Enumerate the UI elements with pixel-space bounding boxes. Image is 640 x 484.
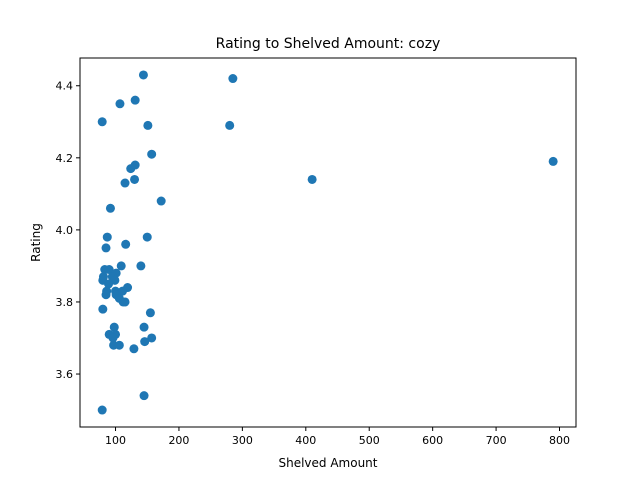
data-point [307, 174, 317, 184]
data-point [139, 391, 149, 401]
x-tick-label: 500 [359, 434, 380, 447]
x-axis-label: Shelved Amount [278, 456, 377, 470]
plot-frame [79, 57, 577, 428]
x-tick-label: 400 [295, 434, 316, 447]
data-point [116, 261, 126, 271]
data-point [145, 308, 155, 318]
data-point [130, 160, 140, 170]
data-point [104, 265, 114, 275]
points-layer [97, 70, 558, 415]
data-point [147, 149, 157, 159]
x-axis: 100 200 300 400 500 600 700 800 [105, 427, 570, 447]
y-tick-label: 4.0 [56, 224, 74, 237]
data-point [130, 95, 140, 105]
x-tick-label: 100 [105, 434, 126, 447]
y-tick-label: 4.4 [56, 80, 74, 93]
data-point [130, 174, 140, 184]
data-point [101, 290, 111, 300]
data-point [142, 232, 152, 242]
data-point [101, 243, 111, 253]
data-point [120, 178, 130, 188]
data-point [225, 120, 235, 130]
data-point [121, 239, 131, 249]
data-point [156, 196, 166, 206]
data-point [98, 304, 108, 314]
data-point [97, 117, 107, 127]
data-point [138, 70, 148, 80]
data-point [109, 322, 119, 332]
data-point [129, 344, 139, 354]
x-tick-label: 200 [168, 434, 189, 447]
data-point [97, 405, 107, 415]
data-point [105, 203, 115, 213]
y-axis-label: Rating [29, 223, 43, 262]
data-point [136, 261, 146, 271]
y-axis: 3.6 3.8 4.0 4.2 4.4 [56, 80, 80, 381]
data-point [102, 232, 112, 242]
data-point [120, 297, 130, 307]
data-point [548, 156, 558, 166]
y-tick-label: 3.6 [56, 368, 74, 381]
y-tick-label: 4.2 [56, 152, 74, 165]
x-tick-label: 800 [549, 434, 570, 447]
data-point [104, 279, 114, 289]
data-point [228, 74, 238, 84]
x-tick-label: 600 [422, 434, 443, 447]
x-tick-label: 300 [232, 434, 253, 447]
data-point [139, 322, 149, 332]
chart-title: Rating to Shelved Amount: cozy [216, 36, 441, 52]
x-tick-label: 700 [486, 434, 507, 447]
data-point [108, 333, 118, 343]
data-point [140, 337, 150, 347]
data-point [114, 340, 124, 350]
data-point [115, 99, 125, 109]
data-point [147, 333, 157, 343]
y-tick-label: 3.8 [56, 296, 74, 309]
data-point [143, 120, 153, 130]
